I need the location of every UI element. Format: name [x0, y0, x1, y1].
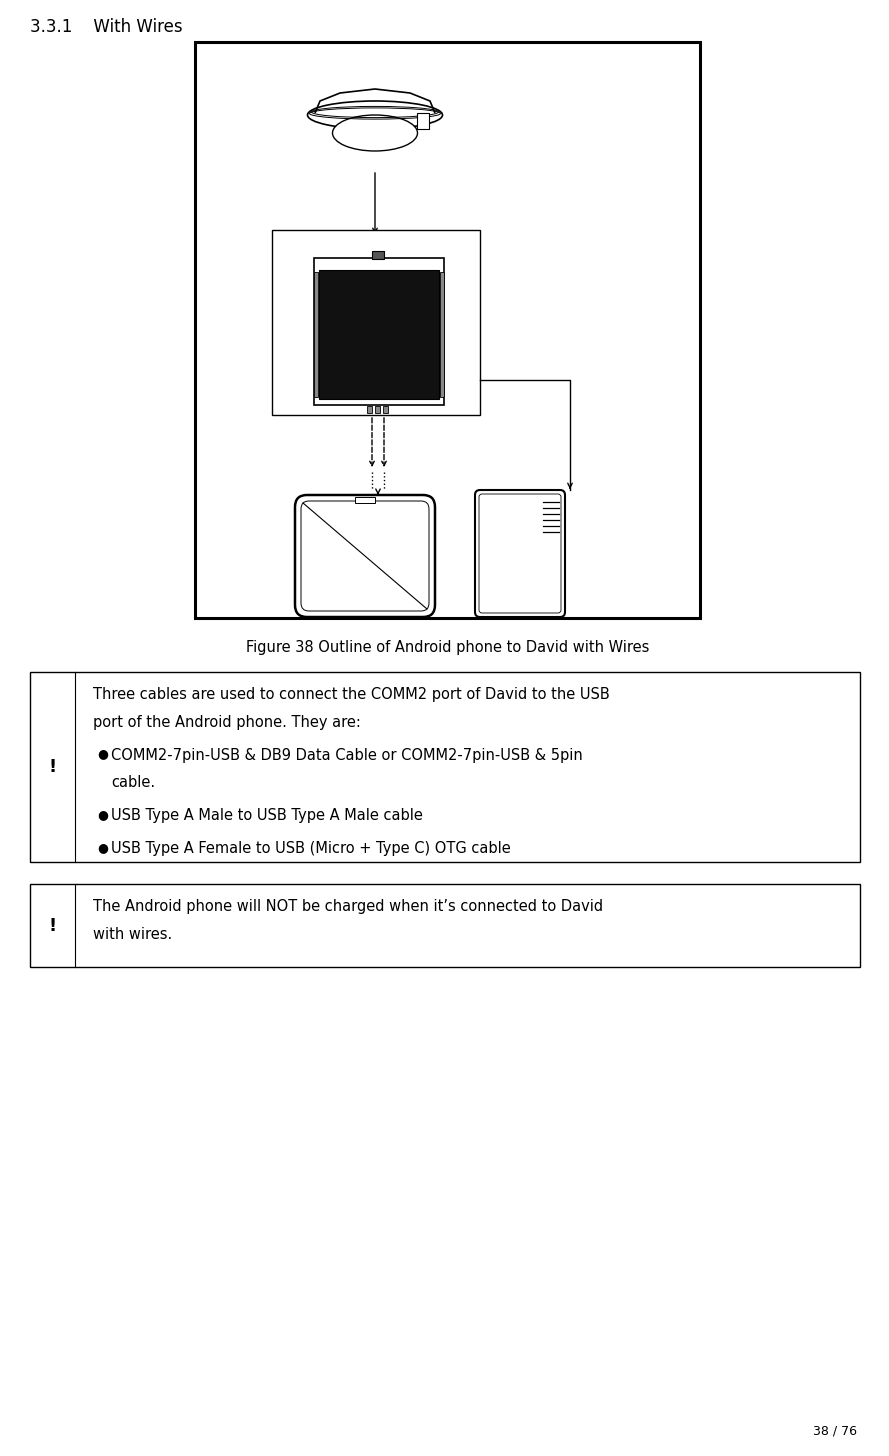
Bar [440, 272, 444, 397]
Bar [383, 406, 388, 414]
FancyBboxPatch shape [475, 491, 565, 617]
Text: 3.3.1    With Wires: 3.3.1 With Wires [30, 17, 182, 36]
Ellipse shape [332, 115, 418, 151]
Text: cable.: cable. [111, 775, 155, 791]
Text: COMM2-7pin-USB & DB9 Data Cable or COMM2-7pin-USB & 5pin: COMM2-7pin-USB & DB9 Data Cable or COMM2… [111, 747, 583, 763]
Text: The Android phone will NOT be charged when it’s connected to David: The Android phone will NOT be charged wh… [93, 898, 603, 914]
FancyBboxPatch shape [295, 495, 435, 617]
Bar [375, 406, 380, 414]
Bar [272, 230, 480, 415]
Bar [372, 250, 384, 259]
Text: ●: ● [97, 842, 108, 855]
Text: ●: ● [97, 808, 108, 821]
Bar [195, 42, 700, 617]
Text: USB Type A Male to USB Type A Male cable: USB Type A Male to USB Type A Male cable [111, 808, 423, 823]
Bar [367, 406, 372, 414]
Bar [30, 884, 860, 967]
Text: Figure 38 Outline of Android phone to David with Wires: Figure 38 Outline of Android phone to Da… [246, 641, 649, 655]
Text: USB Type A Female to USB (Micro + Type C) OTG cable: USB Type A Female to USB (Micro + Type C… [111, 842, 511, 856]
Bar [319, 269, 439, 399]
Text: ●: ● [97, 747, 108, 760]
Text: port of the Android phone. They are:: port of the Android phone. They are: [93, 715, 361, 729]
Bar [417, 114, 429, 130]
Bar [355, 496, 375, 502]
Text: !: ! [48, 916, 57, 935]
Text: Three cables are used to connect the COMM2 port of David to the USB: Three cables are used to connect the COM… [93, 687, 610, 702]
Text: !: ! [48, 759, 57, 776]
Bar [30, 673, 860, 862]
Bar [314, 272, 318, 397]
Ellipse shape [308, 100, 443, 130]
Bar [314, 258, 444, 405]
Text: 38 / 76: 38 / 76 [813, 1424, 857, 1437]
Text: with wires.: with wires. [93, 926, 172, 942]
